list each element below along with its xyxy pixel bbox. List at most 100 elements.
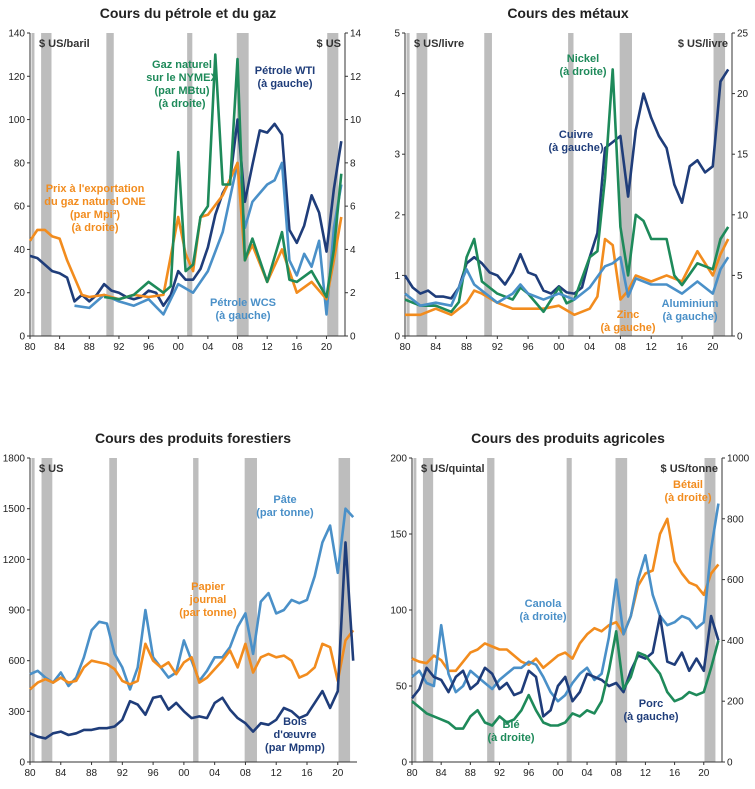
recession-band: [41, 33, 52, 336]
y-tick-label-left: 100: [390, 606, 407, 617]
series-label: Zinc (à gauche): [600, 309, 655, 334]
y-tick-label-left: 1800: [3, 454, 26, 465]
y-unit-left: $ US: [39, 463, 63, 475]
series-line: [29, 629, 355, 691]
x-tick-label: 96: [523, 768, 535, 779]
x-tick-label: 84: [436, 768, 448, 779]
y-unit-right: $ US/livre: [678, 38, 728, 50]
y-tick-label-left: 0: [19, 758, 25, 769]
recession-band: [422, 458, 434, 762]
y-unit-left: $ US/quintal: [421, 463, 485, 475]
series-label: Canola (à droite): [519, 598, 566, 623]
recession-band: [31, 458, 35, 762]
x-tick-label: 88: [465, 768, 477, 779]
y-tick-label-right: 600: [727, 575, 744, 586]
recession-band: [41, 458, 53, 762]
x-tick-label: 00: [178, 768, 190, 779]
x-tick-label: 08: [232, 342, 244, 353]
y-tick-label-right: 4: [350, 245, 356, 256]
y-tick-label-right: 2: [350, 288, 356, 299]
recession-band: [109, 458, 117, 762]
y-tick-label-right: 800: [727, 514, 744, 525]
chart-title: Cours des métaux: [507, 5, 629, 21]
x-tick-label: 00: [552, 768, 564, 779]
x-tick-label: 80: [399, 342, 411, 353]
series-label: Pétrole WCS (à gauche): [210, 297, 276, 322]
x-tick-label: 20: [707, 342, 719, 353]
x-tick-label: 80: [24, 768, 36, 779]
x-tick-label: 96: [523, 342, 535, 353]
x-tick-label: 20: [321, 342, 333, 353]
x-tick-label: 88: [86, 768, 98, 779]
y-tick-label-left: 1: [394, 271, 400, 282]
recession-band: [31, 33, 35, 336]
series-label: Bétail (à droite): [664, 479, 711, 504]
x-tick-label: 92: [492, 342, 504, 353]
y-tick-label-left: 5: [394, 29, 400, 40]
y-tick-label-left: 40: [14, 245, 26, 256]
x-tick-label: 20: [332, 768, 344, 779]
series-line: [103, 53, 343, 301]
series-label: Pétrole WTI (à gauche): [255, 65, 316, 90]
series-label: Blé (à droite): [487, 719, 534, 744]
x-tick-label: 84: [430, 342, 442, 353]
x-tick-label: 88: [84, 342, 96, 353]
y-tick-label-right: 0: [727, 758, 733, 769]
series-line: [410, 614, 720, 718]
y-tick-label-left: 50: [396, 682, 408, 693]
x-tick-label: 08: [611, 768, 623, 779]
x-tick-label: 04: [584, 342, 596, 353]
x-tick-label: 16: [676, 342, 688, 353]
y-tick-label-right: 20: [737, 89, 749, 100]
y-unit-right: $ US: [317, 38, 341, 50]
y-tick-label-right: 0: [737, 332, 743, 343]
recession-band: [193, 458, 199, 762]
x-tick-label: 12: [640, 768, 652, 779]
series-label: Papier journal (par tonne): [179, 581, 237, 619]
x-tick-label: 16: [301, 768, 313, 779]
series-line: [411, 517, 720, 673]
y-tick-label-left: 0: [19, 332, 25, 343]
y-tick-label-right: 6: [350, 202, 356, 213]
series-line: [403, 68, 730, 300]
y-tick-label-left: 120: [8, 72, 25, 83]
series-line: [28, 161, 343, 301]
y-tick-label-left: 0: [394, 332, 400, 343]
x-tick-label: 04: [581, 768, 593, 779]
y-tick-label-right: 10: [350, 115, 362, 126]
recession-band: [566, 458, 572, 762]
series-line: [404, 255, 730, 308]
y-unit-left: $ US/livre: [414, 38, 464, 50]
y-tick-label-right: 0: [350, 332, 356, 343]
x-tick-label: 16: [291, 342, 303, 353]
series-label: Nickel (à droite): [559, 53, 606, 78]
x-tick-label: 08: [240, 768, 252, 779]
y-tick-label-left: 3: [394, 150, 400, 161]
x-tick-label: 04: [202, 342, 214, 353]
recession-band: [416, 33, 428, 336]
y-tick-label-left: 2: [394, 210, 400, 221]
x-tick-label: 80: [406, 768, 418, 779]
recession-band: [704, 458, 716, 762]
y-tick-label-left: 20: [14, 288, 26, 299]
y-tick-label-left: 60: [14, 202, 26, 213]
y-tick-label-right: 14: [350, 29, 362, 40]
chart-panel-1: Cours du pétrole et du gaz02040608010012…: [8, 5, 361, 353]
y-tick-label-left: 300: [8, 707, 25, 718]
x-tick-label: 80: [24, 342, 36, 353]
recession-band: [568, 33, 574, 336]
recession-band: [406, 33, 410, 336]
recession-band: [244, 458, 257, 762]
series-label: Pâte (par tonne): [256, 494, 314, 519]
x-tick-label: 92: [494, 768, 506, 779]
chart-panel-4: Cours des produits agricoles050100150200…: [390, 430, 749, 779]
y-tick-label-right: 12: [350, 72, 362, 83]
y-tick-label-left: 1200: [3, 555, 26, 566]
recession-band: [106, 33, 114, 336]
x-tick-label: 16: [669, 768, 681, 779]
y-tick-label-left: 1500: [3, 504, 26, 515]
x-tick-label: 92: [117, 768, 129, 779]
series-line: [404, 68, 730, 314]
series-label: Bois d'œuvre (par Mpmp): [265, 716, 325, 754]
series-label: Cuivre (à gauche): [548, 129, 603, 154]
